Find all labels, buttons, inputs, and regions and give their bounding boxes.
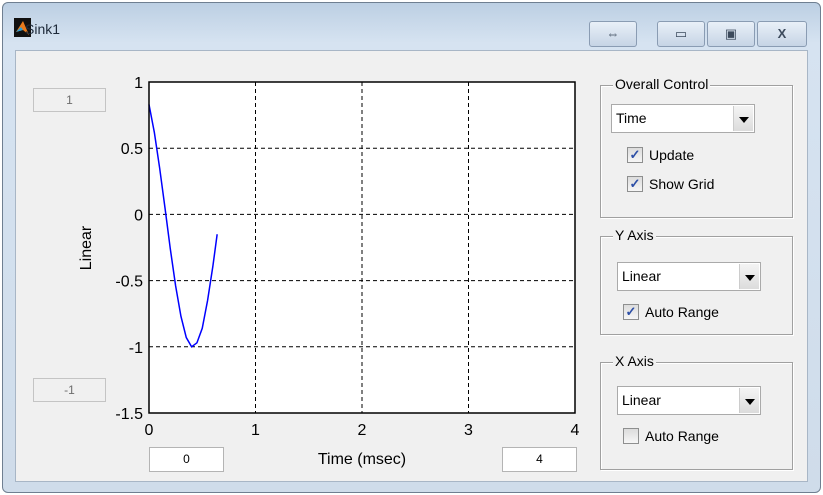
x-max-field[interactable]: 4 (502, 447, 577, 472)
x-auto-range-label: Auto Range (645, 428, 719, 444)
y-axis-panel-title: Y Axis (613, 227, 656, 243)
update-label: Update (649, 147, 695, 163)
x-axis-panel: X Axis (600, 353, 793, 470)
matlab-icon (14, 18, 31, 37)
x-tick-label: 4 (571, 422, 580, 439)
y-min-field[interactable]: -1 (33, 378, 106, 402)
y-tick-label: -1.5 (115, 406, 143, 423)
x-tick-label: 2 (358, 422, 367, 439)
mode-value: Time (616, 110, 647, 126)
y-tick-label: -1 (129, 340, 143, 357)
data-series-line (148, 104, 218, 348)
x-tick-label: 3 (464, 422, 473, 439)
show-grid-checkbox[interactable]: ✓ Show Grid (627, 176, 714, 193)
x-auto-range-checkbox[interactable]: Auto Range (623, 428, 719, 445)
y-tick-label: 0.5 (121, 141, 143, 158)
minimize-button[interactable]: ▭ (657, 21, 705, 47)
x-scale-value: Linear (622, 392, 661, 408)
chevron-down-icon[interactable] (739, 388, 759, 413)
overall-control-title: Overall Control (613, 76, 711, 92)
plot-border (148, 81, 576, 414)
checkbox-icon[interactable]: ✓ (627, 147, 643, 163)
chevron-down-icon[interactable] (733, 106, 753, 131)
maximize-button[interactable]: ▣ (707, 21, 755, 47)
y-scale-dropdown[interactable]: Linear (617, 262, 761, 291)
x-tick-label: 0 (145, 422, 154, 439)
x-axis-label: Time (msec) (318, 451, 406, 468)
y-auto-range-label: Auto Range (645, 304, 719, 320)
mode-dropdown[interactable]: Time (611, 104, 755, 133)
update-checkbox[interactable]: ✓ Update (627, 147, 694, 164)
checkbox-icon[interactable]: ✓ (623, 304, 639, 320)
x-min-field[interactable]: 0 (149, 447, 224, 472)
y-axis-label: Linear (78, 225, 95, 270)
overall-control-panel: Overall Control (600, 76, 793, 218)
y-axis-panel: Y Axis (600, 227, 793, 335)
y-tick-label: 1 (134, 75, 143, 92)
y-max-field[interactable]: 1 (33, 88, 106, 112)
x-scale-dropdown[interactable]: Linear (617, 386, 761, 415)
checkbox-icon[interactable]: ✓ (627, 176, 643, 192)
y-auto-range-checkbox[interactable]: ✓ Auto Range (623, 304, 719, 321)
y-tick-label: 0 (134, 207, 143, 224)
show-grid-label: Show Grid (649, 176, 715, 192)
chevron-down-icon[interactable] (739, 264, 759, 289)
y-scale-value: Linear (622, 268, 661, 284)
checkbox-icon[interactable] (623, 428, 639, 444)
y-tick-label: -0.5 (115, 274, 143, 291)
x-axis-panel-title: X Axis (613, 353, 656, 369)
dock-button[interactable]: ⇔ (589, 21, 637, 47)
x-tick-label: 1 (251, 422, 260, 439)
window-title: Sink1 (25, 21, 61, 37)
close-button[interactable]: X (757, 21, 807, 47)
